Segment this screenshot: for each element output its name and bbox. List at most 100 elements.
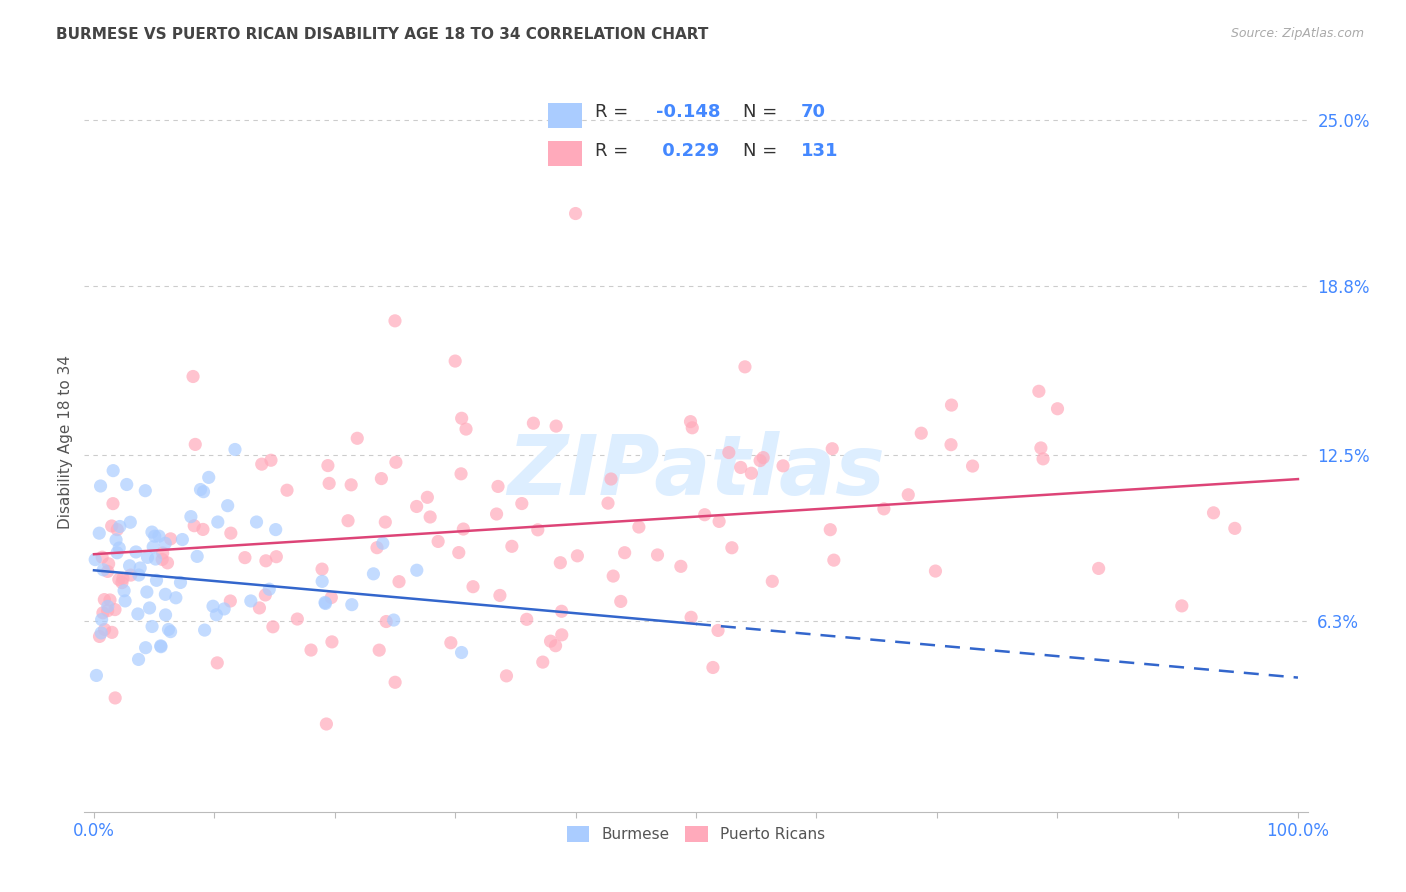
Point <box>761 574 783 589</box>
Text: R =: R = <box>595 103 634 121</box>
Point <box>564 206 586 220</box>
Point <box>245 515 267 529</box>
Point <box>159 532 181 546</box>
Point <box>150 552 173 566</box>
Point <box>108 519 131 533</box>
Point <box>314 597 336 611</box>
Point <box>382 613 405 627</box>
Point <box>181 369 204 384</box>
Point <box>897 488 920 502</box>
Point <box>108 573 131 587</box>
Point <box>149 640 172 654</box>
Text: 0.229: 0.229 <box>655 142 718 160</box>
Point <box>217 499 239 513</box>
Text: N =: N = <box>744 142 783 160</box>
Point <box>299 643 322 657</box>
Point <box>772 458 794 473</box>
Point <box>184 437 207 451</box>
Point <box>647 548 669 562</box>
Point <box>1087 561 1109 575</box>
Point <box>101 497 124 511</box>
Point <box>314 595 336 609</box>
Point <box>84 552 107 566</box>
Point <box>101 625 124 640</box>
Point <box>127 607 149 621</box>
Point <box>205 607 228 622</box>
Point <box>567 549 589 563</box>
Text: -0.148: -0.148 <box>655 103 720 121</box>
Point <box>749 453 772 467</box>
Point <box>134 483 156 498</box>
Point <box>941 398 963 412</box>
Point <box>363 566 385 581</box>
Point <box>551 628 574 642</box>
Point <box>125 545 148 559</box>
Legend: Burmese, Puerto Ricans: Burmese, Puerto Ricans <box>561 821 831 848</box>
Point <box>90 479 112 493</box>
Point <box>97 557 120 571</box>
Point <box>191 523 214 537</box>
Text: BURMESE VS PUERTO RICAN DISABILITY AGE 18 TO 34 CORRELATION CHART: BURMESE VS PUERTO RICAN DISABILITY AGE 1… <box>56 27 709 42</box>
Point <box>194 623 217 637</box>
Point <box>453 522 475 536</box>
Point <box>250 457 273 471</box>
Point <box>89 526 111 541</box>
Point <box>108 541 131 555</box>
Point <box>93 592 115 607</box>
Point <box>681 421 703 435</box>
Point <box>98 593 121 607</box>
Point <box>550 556 572 570</box>
Point <box>321 591 343 605</box>
Point <box>101 464 124 478</box>
Point <box>1046 401 1069 416</box>
Point <box>311 562 333 576</box>
Point <box>183 518 205 533</box>
Point <box>340 598 363 612</box>
Point <box>820 523 842 537</box>
Point <box>419 510 441 524</box>
Point <box>156 556 179 570</box>
Point <box>97 599 120 614</box>
Point <box>495 669 517 683</box>
Point <box>249 601 271 615</box>
Point <box>86 668 108 682</box>
Point <box>120 515 142 529</box>
Point <box>224 442 246 457</box>
Point <box>693 508 716 522</box>
Point <box>669 559 692 574</box>
Point <box>145 574 167 588</box>
Text: N =: N = <box>744 103 783 121</box>
Point <box>707 624 730 638</box>
Point <box>142 540 165 554</box>
Point <box>97 565 120 579</box>
Point <box>522 416 544 430</box>
Point <box>346 431 368 445</box>
Point <box>104 690 127 705</box>
Point <box>148 529 170 543</box>
Text: 131: 131 <box>801 142 838 160</box>
Point <box>190 483 212 497</box>
Point <box>371 536 394 550</box>
Point <box>427 534 450 549</box>
Point <box>340 478 363 492</box>
Point <box>111 575 134 590</box>
Point <box>259 582 281 597</box>
Point <box>90 613 112 627</box>
Point <box>155 587 177 601</box>
Point <box>180 509 202 524</box>
Point <box>486 479 509 493</box>
Point <box>207 656 229 670</box>
Point <box>450 467 472 481</box>
Point <box>546 419 568 434</box>
Point <box>368 643 391 657</box>
Point <box>388 574 411 589</box>
Point <box>155 607 177 622</box>
Point <box>262 620 284 634</box>
Point <box>717 445 740 459</box>
Text: R =: R = <box>595 142 634 160</box>
Point <box>873 501 896 516</box>
Point <box>702 660 724 674</box>
Point <box>447 545 470 559</box>
Point <box>527 523 550 537</box>
Point <box>128 652 150 666</box>
